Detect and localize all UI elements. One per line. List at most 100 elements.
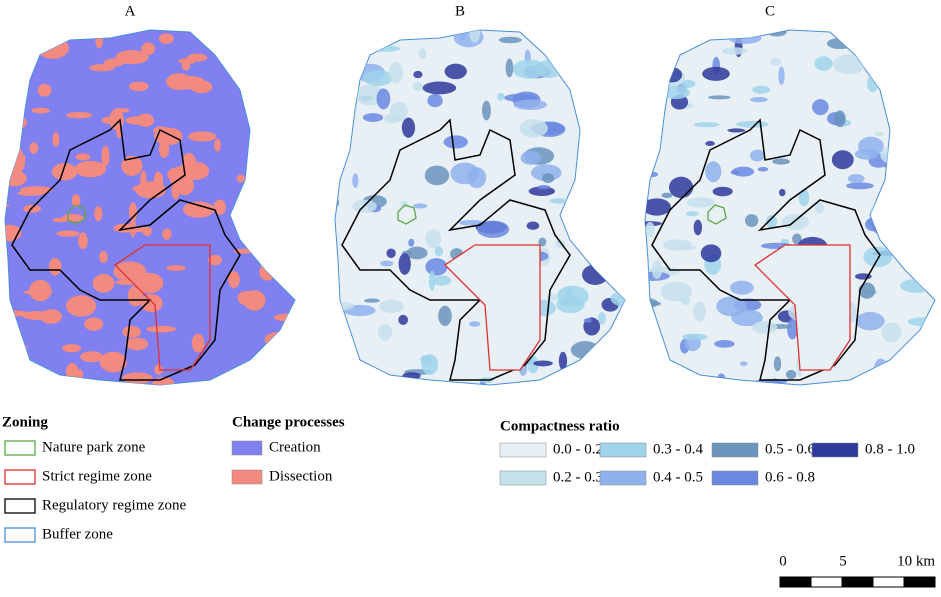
patch: [433, 275, 451, 286]
patch: [363, 70, 393, 87]
patch: [712, 186, 733, 197]
patch: [92, 274, 115, 293]
patch: [352, 173, 359, 188]
study-area: [4, 29, 296, 386]
patch: [35, 30, 65, 43]
panel-label: B: [455, 3, 465, 19]
patch: [80, 351, 104, 363]
patch: [903, 371, 930, 379]
legend-label: 0.2 - 0.3: [553, 469, 603, 485]
patch: [428, 270, 436, 291]
patch: [834, 110, 846, 128]
patch: [565, 287, 573, 303]
patch: [191, 333, 205, 353]
patch: [443, 135, 468, 149]
legend-swatch: [4, 440, 36, 456]
patch: [611, 176, 625, 192]
panel-label: A: [125, 3, 136, 19]
legend-label: Regulatory regime zone: [42, 497, 186, 513]
patch: [65, 363, 79, 381]
patch: [41, 380, 61, 385]
patch: [537, 185, 551, 190]
patch: [284, 348, 295, 356]
map-panel: A: [4, 3, 296, 386]
patch: [498, 36, 522, 44]
park-zone: [67, 204, 87, 225]
patch: [668, 176, 694, 199]
patch: [280, 244, 295, 255]
patch: [888, 54, 895, 65]
patch: [51, 163, 78, 181]
patch: [874, 358, 888, 379]
legend-swatch: [4, 527, 36, 543]
patch: [919, 254, 928, 259]
patch: [56, 230, 80, 237]
patch: [538, 237, 547, 247]
patch: [339, 40, 371, 62]
patch: [228, 270, 240, 289]
patch: [519, 119, 548, 138]
patch: [19, 76, 30, 87]
patch: [355, 30, 367, 45]
patch: [62, 344, 82, 353]
patch: [583, 318, 593, 323]
patch: [645, 221, 655, 237]
legend-label: Strict regime zone: [42, 468, 152, 484]
patch: [778, 66, 785, 86]
patch: [918, 33, 935, 53]
legend-swatch: [711, 470, 759, 486]
patch: [264, 231, 273, 239]
patch: [554, 30, 582, 42]
patch: [594, 31, 625, 53]
patch: [682, 333, 708, 341]
patch: [533, 360, 553, 367]
patch: [386, 248, 396, 259]
patch: [84, 317, 104, 331]
patch: [383, 113, 402, 124]
patch: [115, 50, 149, 65]
patch: [590, 220, 611, 239]
patch: [772, 158, 790, 165]
patch: [16, 80, 26, 96]
patch: [608, 57, 625, 78]
patch: [787, 318, 798, 340]
patch: [113, 261, 147, 282]
patch: [621, 116, 625, 135]
patch: [831, 150, 854, 170]
patch: [369, 370, 378, 385]
patch: [413, 203, 428, 209]
patch: [727, 128, 746, 133]
patch: [141, 42, 156, 56]
patch: [122, 325, 141, 338]
patch: [353, 33, 382, 38]
patch: [5, 77, 21, 94]
patch: [103, 58, 125, 67]
patch: [588, 173, 596, 193]
patch: [526, 221, 540, 230]
patch: [826, 37, 854, 50]
patch: [600, 83, 612, 97]
patch: [154, 364, 163, 375]
patch: [716, 373, 727, 385]
legend-label: Creation: [269, 439, 321, 455]
patch: [128, 202, 138, 223]
scale-segment: [903, 576, 936, 588]
patch: [601, 141, 625, 156]
patch: [241, 88, 257, 100]
patch: [46, 41, 55, 46]
patch: [99, 351, 127, 373]
patch: [37, 83, 52, 97]
patch: [610, 290, 625, 307]
patch: [814, 56, 833, 71]
patch: [766, 214, 777, 229]
patch: [556, 285, 589, 307]
patch: [99, 250, 108, 263]
patch: [273, 313, 295, 322]
patch: [729, 280, 754, 295]
patch: [680, 79, 696, 88]
patch: [513, 99, 548, 111]
patch: [175, 175, 195, 196]
patch: [477, 220, 510, 238]
patch: [903, 157, 921, 163]
patch: [558, 351, 568, 371]
